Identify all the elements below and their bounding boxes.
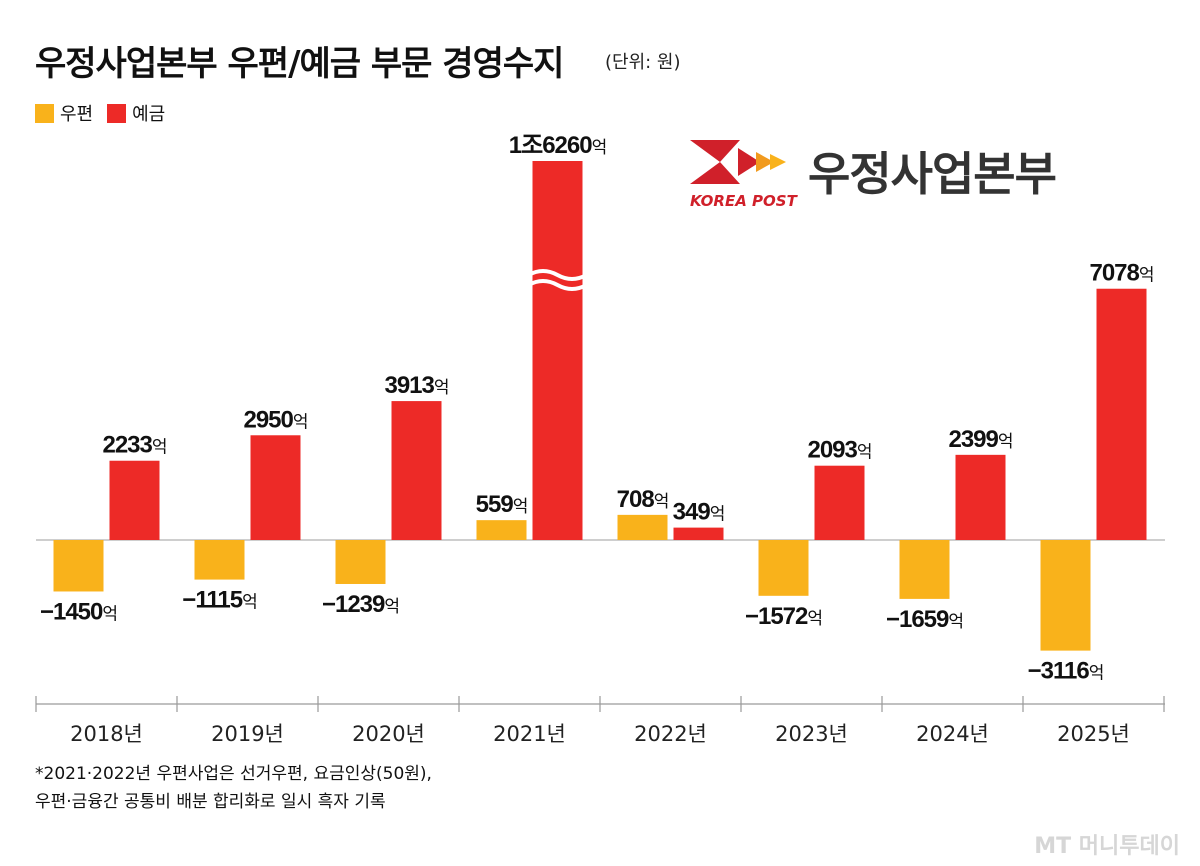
x-tick-label: 2025년	[1057, 722, 1130, 746]
logo-name: 우정사업본부	[808, 147, 1057, 201]
legend-item-deposit: 예금	[107, 100, 165, 126]
legend-swatch-deposit	[107, 103, 127, 123]
chart-title: 우정사업본부 우편/예금 부문 경영수지	[35, 44, 564, 84]
bar-deposit	[250, 435, 301, 540]
legend: 우편 예금	[35, 100, 179, 126]
data-label: 559억	[476, 491, 528, 518]
legend-label-deposit: 예금	[132, 104, 166, 125]
legend-swatch-postal	[35, 103, 54, 123]
bar-postal	[899, 540, 950, 599]
x-tick-label: 2018년	[70, 722, 143, 746]
bar-postal	[617, 514, 668, 540]
credit-watermark: MT 머니투데이	[1034, 834, 1180, 859]
legend-item-postal: 우편	[35, 100, 93, 126]
bar-deposit	[673, 527, 724, 540]
x-tick-label: 2019년	[211, 722, 284, 746]
x-tick-label: 2021년	[493, 722, 566, 746]
data-label: 708억	[617, 486, 669, 513]
data-label: 3913억	[384, 372, 448, 399]
data-label: −3116억	[1028, 658, 1104, 685]
data-label: −1239억	[322, 591, 399, 618]
korea-post-logo: 우정사업본부 KOREA POST	[690, 132, 1090, 216]
data-label: 349억	[673, 499, 725, 526]
data-label: 2950억	[243, 406, 307, 433]
bar-deposit	[532, 161, 583, 540]
x-tick-label: 2023년	[775, 722, 848, 746]
bar-deposit	[109, 460, 160, 540]
unit-label: (단위: 원)	[605, 52, 681, 73]
bar-deposit	[814, 465, 865, 540]
x-tick-label: 2024년	[916, 722, 989, 746]
footnote-line-1: *2021·2022년 우편사업은 선거우편, 요금인상(50원),	[35, 764, 432, 784]
data-label: 2093억	[807, 437, 871, 464]
bar-postal	[1040, 540, 1091, 651]
footnote-line-2: 우편·금융간 공통비 배분 합리화로 일시 흑자 기록	[35, 792, 386, 812]
axis-break-mark	[527, 279, 588, 291]
data-label: −1450억	[40, 598, 117, 625]
korea-post-emblem-icon	[690, 140, 786, 184]
data-label: −1572억	[745, 603, 822, 630]
footnote: *2021·2022년 우편사업은 선거우편, 요금인상(50원), 우편·금융…	[35, 760, 432, 816]
data-label: 1조6260억	[509, 132, 606, 159]
bar-postal	[335, 540, 386, 584]
bar-deposit	[955, 454, 1006, 540]
bar-deposit	[391, 401, 442, 540]
logo-subtitle: KOREA POST	[690, 192, 797, 210]
bar-postal	[53, 540, 104, 592]
data-label: −1115억	[182, 587, 256, 614]
data-label: 2233억	[102, 432, 166, 459]
bar-postal	[758, 540, 809, 596]
axis-break-mark	[527, 269, 588, 281]
x-tick-label: 2022년	[634, 722, 707, 746]
bar-deposit	[1096, 288, 1147, 540]
data-label: 7078억	[1089, 260, 1153, 287]
legend-label-postal: 우편	[60, 104, 94, 125]
x-tick-label: 2020년	[352, 722, 425, 746]
data-label: 2399억	[948, 426, 1012, 453]
bar-postal	[476, 520, 527, 540]
data-label: −1659억	[886, 606, 963, 633]
bar-postal	[194, 540, 245, 580]
